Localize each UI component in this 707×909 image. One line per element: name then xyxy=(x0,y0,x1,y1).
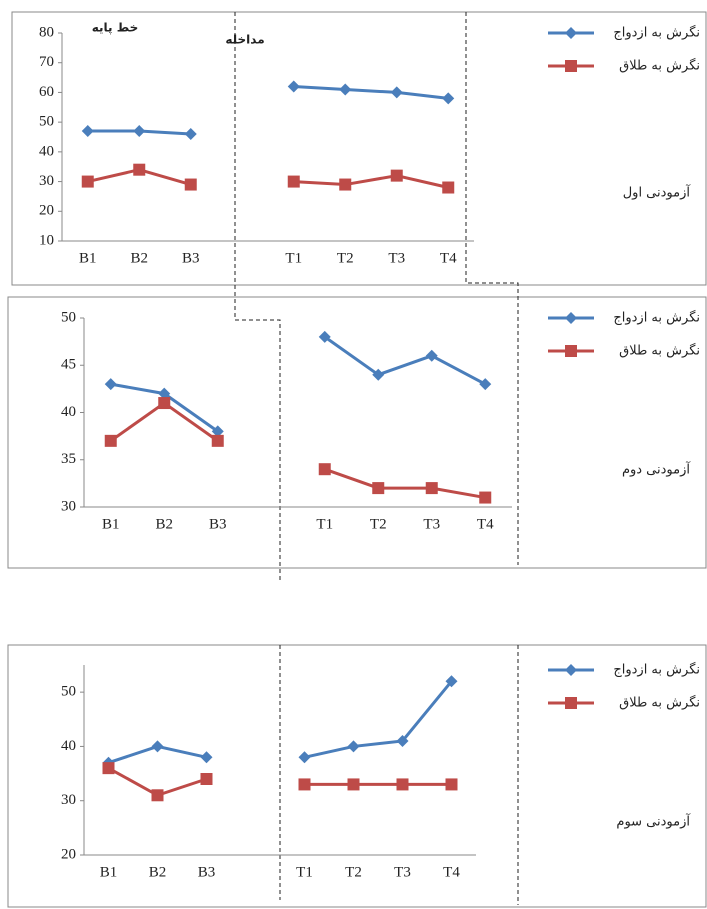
x-tick-label: B2 xyxy=(149,864,167,880)
y-tick-label: 50 xyxy=(39,114,54,130)
legend-label: نگرش به ازدواج xyxy=(613,662,700,678)
phase-line xyxy=(466,12,518,905)
x-tick-label: T4 xyxy=(443,864,460,880)
marker xyxy=(565,664,577,676)
marker xyxy=(565,345,577,357)
legend-label: نگرش به طلاق xyxy=(619,343,700,359)
marker xyxy=(299,778,311,790)
marker xyxy=(565,60,577,72)
marker xyxy=(372,482,384,494)
panel-title: آزمودنی اول xyxy=(623,184,692,201)
marker xyxy=(288,176,300,188)
y-tick-label: 20 xyxy=(39,203,54,219)
marker xyxy=(397,778,409,790)
marker xyxy=(426,482,438,494)
x-tick-label: B1 xyxy=(100,864,118,880)
x-tick-label: B3 xyxy=(198,864,216,880)
x-tick-label: T1 xyxy=(296,864,313,880)
marker xyxy=(391,170,403,182)
y-tick-label: 30 xyxy=(61,498,76,514)
marker xyxy=(105,378,117,390)
y-tick-label: 40 xyxy=(61,738,76,754)
marker xyxy=(133,164,145,176)
legend-label: نگرش به ازدواج xyxy=(613,25,700,41)
y-tick-label: 10 xyxy=(39,232,54,248)
y-tick-label: 45 xyxy=(61,357,76,373)
y-tick-label: 20 xyxy=(61,846,76,862)
y-tick-label: 30 xyxy=(61,792,76,808)
marker xyxy=(479,492,491,504)
x-tick-label: T4 xyxy=(440,250,457,266)
marker xyxy=(391,86,403,98)
marker xyxy=(426,350,438,362)
y-tick-label: 35 xyxy=(61,451,76,467)
marker xyxy=(105,435,117,447)
y-tick-label: 50 xyxy=(61,684,76,700)
marker xyxy=(339,179,351,191)
marker xyxy=(185,128,197,140)
marker xyxy=(319,463,331,475)
x-tick-label: B1 xyxy=(79,250,97,266)
x-tick-label: T2 xyxy=(345,864,362,880)
x-tick-label: B2 xyxy=(130,250,148,266)
x-tick-label: B1 xyxy=(102,516,120,532)
marker xyxy=(339,83,351,95)
marker xyxy=(212,435,224,447)
marker xyxy=(442,92,454,104)
marker xyxy=(565,312,577,324)
marker xyxy=(348,740,360,752)
phase-label: خط پایه xyxy=(92,21,138,35)
y-tick-label: 50 xyxy=(61,309,76,325)
marker xyxy=(446,778,458,790)
marker xyxy=(348,778,360,790)
marker xyxy=(565,27,577,39)
y-tick-label: 70 xyxy=(39,54,54,70)
marker xyxy=(82,125,94,137)
x-tick-label: T2 xyxy=(337,250,354,266)
legend-label: نگرش به طلاق xyxy=(619,695,700,711)
marker xyxy=(201,773,213,785)
legend-label: نگرش به طلاق xyxy=(619,58,700,74)
x-tick-label: T4 xyxy=(477,516,494,532)
marker xyxy=(565,697,577,709)
x-tick-label: T3 xyxy=(388,250,405,266)
page: 10 20 30 40 50 60 70 80 B1 B2 B3 T1 T2 T3 T4 نگرش به از… xyxy=(0,0,707,909)
x-tick-label: T1 xyxy=(316,516,333,532)
x-tick-label: B3 xyxy=(209,516,227,532)
panel-title: آزمودنی دوم xyxy=(622,461,691,478)
marker xyxy=(133,125,145,137)
y-tick-label: 60 xyxy=(39,84,54,100)
marker xyxy=(288,80,300,92)
marker xyxy=(152,740,164,752)
marker xyxy=(479,378,491,390)
marker xyxy=(185,179,197,191)
marker xyxy=(152,789,164,801)
marker xyxy=(201,751,213,763)
x-tick-label: T2 xyxy=(370,516,387,532)
panel-frame xyxy=(12,12,706,285)
y-tick-label: 30 xyxy=(39,173,54,189)
y-tick-label: 40 xyxy=(39,143,54,159)
x-tick-label: B2 xyxy=(155,516,173,532)
marker xyxy=(158,397,170,409)
x-tick-label: T3 xyxy=(423,516,440,532)
y-tick-label: 80 xyxy=(39,24,54,40)
panel-title: آزمودنی سوم xyxy=(616,813,691,830)
marker xyxy=(299,751,311,763)
series-line xyxy=(111,337,486,432)
marker xyxy=(82,176,94,188)
x-tick-label: T1 xyxy=(285,250,302,266)
legend-label: نگرش به ازدواج xyxy=(613,310,700,326)
phase-line xyxy=(235,12,280,900)
marker xyxy=(442,182,454,194)
x-tick-label: B3 xyxy=(182,250,200,266)
y-tick-label: 40 xyxy=(61,404,76,420)
x-tick-label: T3 xyxy=(394,864,411,880)
phase-label: مداخله xyxy=(225,33,264,47)
marker xyxy=(103,762,115,774)
